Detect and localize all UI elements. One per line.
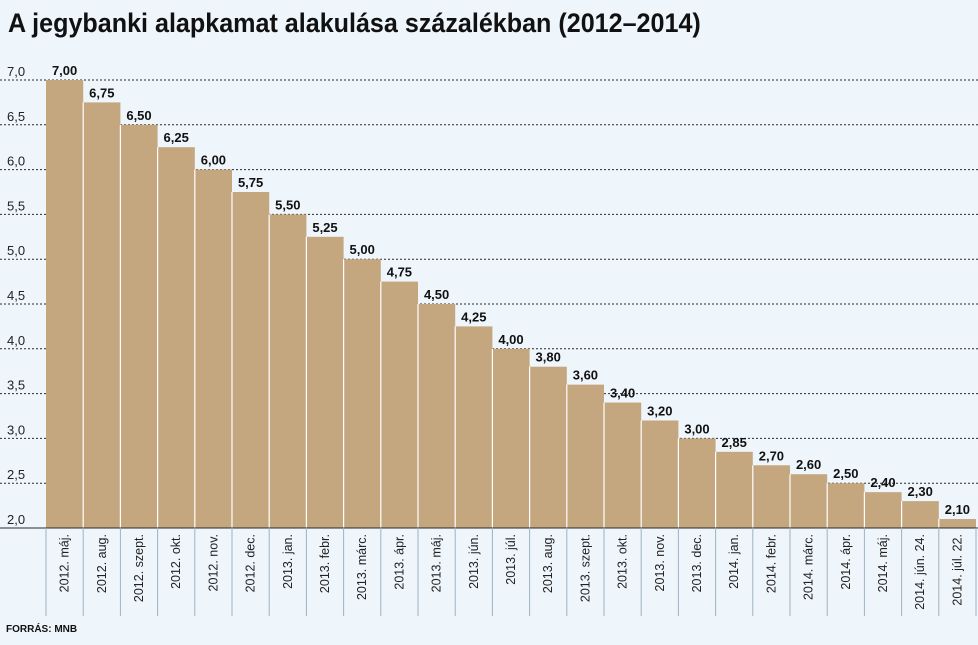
bar [566,384,604,528]
value-label: 5,50 [275,197,300,212]
bar [641,420,679,528]
value-label: 2,85 [722,435,747,450]
value-label: 4,25 [461,309,486,324]
source-note: FORRÁS: MNB [6,624,78,635]
y-tick-label: 5,0 [7,243,25,258]
x-tick-label: 2012. okt. [169,534,183,589]
x-tick-label: 2013. jún. [467,534,481,589]
value-label: 4,50 [424,287,449,302]
x-tick-label: 2013. máj. [430,534,444,592]
x-tick-label: 2012. dec. [244,534,258,592]
y-tick-label: 7,0 [7,64,25,79]
y-tick-label: 6,5 [7,109,25,124]
bar [604,402,642,528]
y-tick-label: 3,5 [7,378,25,393]
value-label: 6,25 [164,130,189,145]
value-label: 3,00 [684,421,709,436]
x-tick-label: 2013. szept. [578,534,592,602]
bar [46,80,84,528]
bar [157,147,195,528]
x-tick-label: 2013. júl. [504,534,518,585]
x-tick-label: 2013. ápr. [392,534,406,590]
x-tick-label: 2014. ápr. [839,534,853,590]
value-label: 4,00 [498,332,523,347]
bar [715,451,753,528]
bar [380,281,418,528]
x-tick-label: 2013. nov. [653,534,667,591]
bar [827,483,865,528]
bar [306,236,344,529]
x-tick-label: 2012. nov. [206,534,220,591]
value-label: 4,75 [387,265,412,280]
x-tick-label: 2012. aug. [95,534,109,593]
y-tick-label: 4,5 [7,288,25,303]
bar [83,102,121,529]
x-tick-label: 2013. okt. [616,534,630,589]
x-tick-label: 2013. jan. [281,534,295,589]
x-tick-label: 2014. febr. [764,534,778,593]
y-tick-label: 2,0 [7,512,25,527]
y-tick-label: 5,5 [7,198,25,213]
chart-title: A jegybanki alapkamat alakulása százalék… [8,8,701,38]
x-tick-label: 2013. aug. [541,534,555,593]
bar [901,501,939,528]
bar [343,259,381,528]
x-tick-label: 2014. jan. [727,534,741,589]
x-tick-label: 2013. febr. [318,534,332,593]
y-tick-label: 3,0 [7,422,25,437]
x-tick-label: 2014. júl. 22. [950,534,964,606]
x-tick-label: 2014. márc. [802,534,816,600]
y-tick-label: 4,0 [7,333,25,348]
x-tick-label: 2012. máj. [58,534,72,592]
value-label: 6,75 [89,85,114,100]
value-label: 7,00 [52,63,77,78]
bar [194,169,232,528]
value-label: 5,75 [238,175,263,190]
value-label: 5,00 [350,242,375,257]
value-label: 3,20 [647,403,672,418]
bar [120,124,158,529]
bar [418,304,456,528]
bar [938,519,976,528]
x-tick-label: 2012. szept. [132,534,146,602]
x-tick-label: 2014. jún. 24. [913,534,927,610]
value-label: 2,30 [908,484,933,499]
value-label: 6,00 [201,153,226,168]
value-label: 6,50 [126,108,151,123]
value-label: 3,80 [536,350,561,365]
y-tick-label: 6,0 [7,154,25,169]
value-label: 3,60 [573,368,598,383]
bar [269,214,307,528]
value-label: 2,70 [759,448,784,463]
value-label: 5,25 [312,220,337,235]
value-label: 3,40 [610,386,635,401]
bar [864,492,902,528]
bar [529,366,567,528]
value-label: 2,50 [833,466,858,481]
bar [492,348,530,528]
y-tick-label: 2,5 [7,467,25,482]
bar [232,192,270,528]
bar [752,465,790,528]
x-tick-label: 2013. márc. [355,534,369,600]
value-label: 2,40 [870,475,895,490]
bar [678,438,716,528]
bar [790,474,828,528]
value-label: 2,10 [945,502,970,517]
bar [455,326,493,528]
value-label: 2,60 [796,457,821,472]
x-tick-label: 2013. dec. [690,534,704,592]
x-tick-label: 2014. máj. [876,534,890,592]
